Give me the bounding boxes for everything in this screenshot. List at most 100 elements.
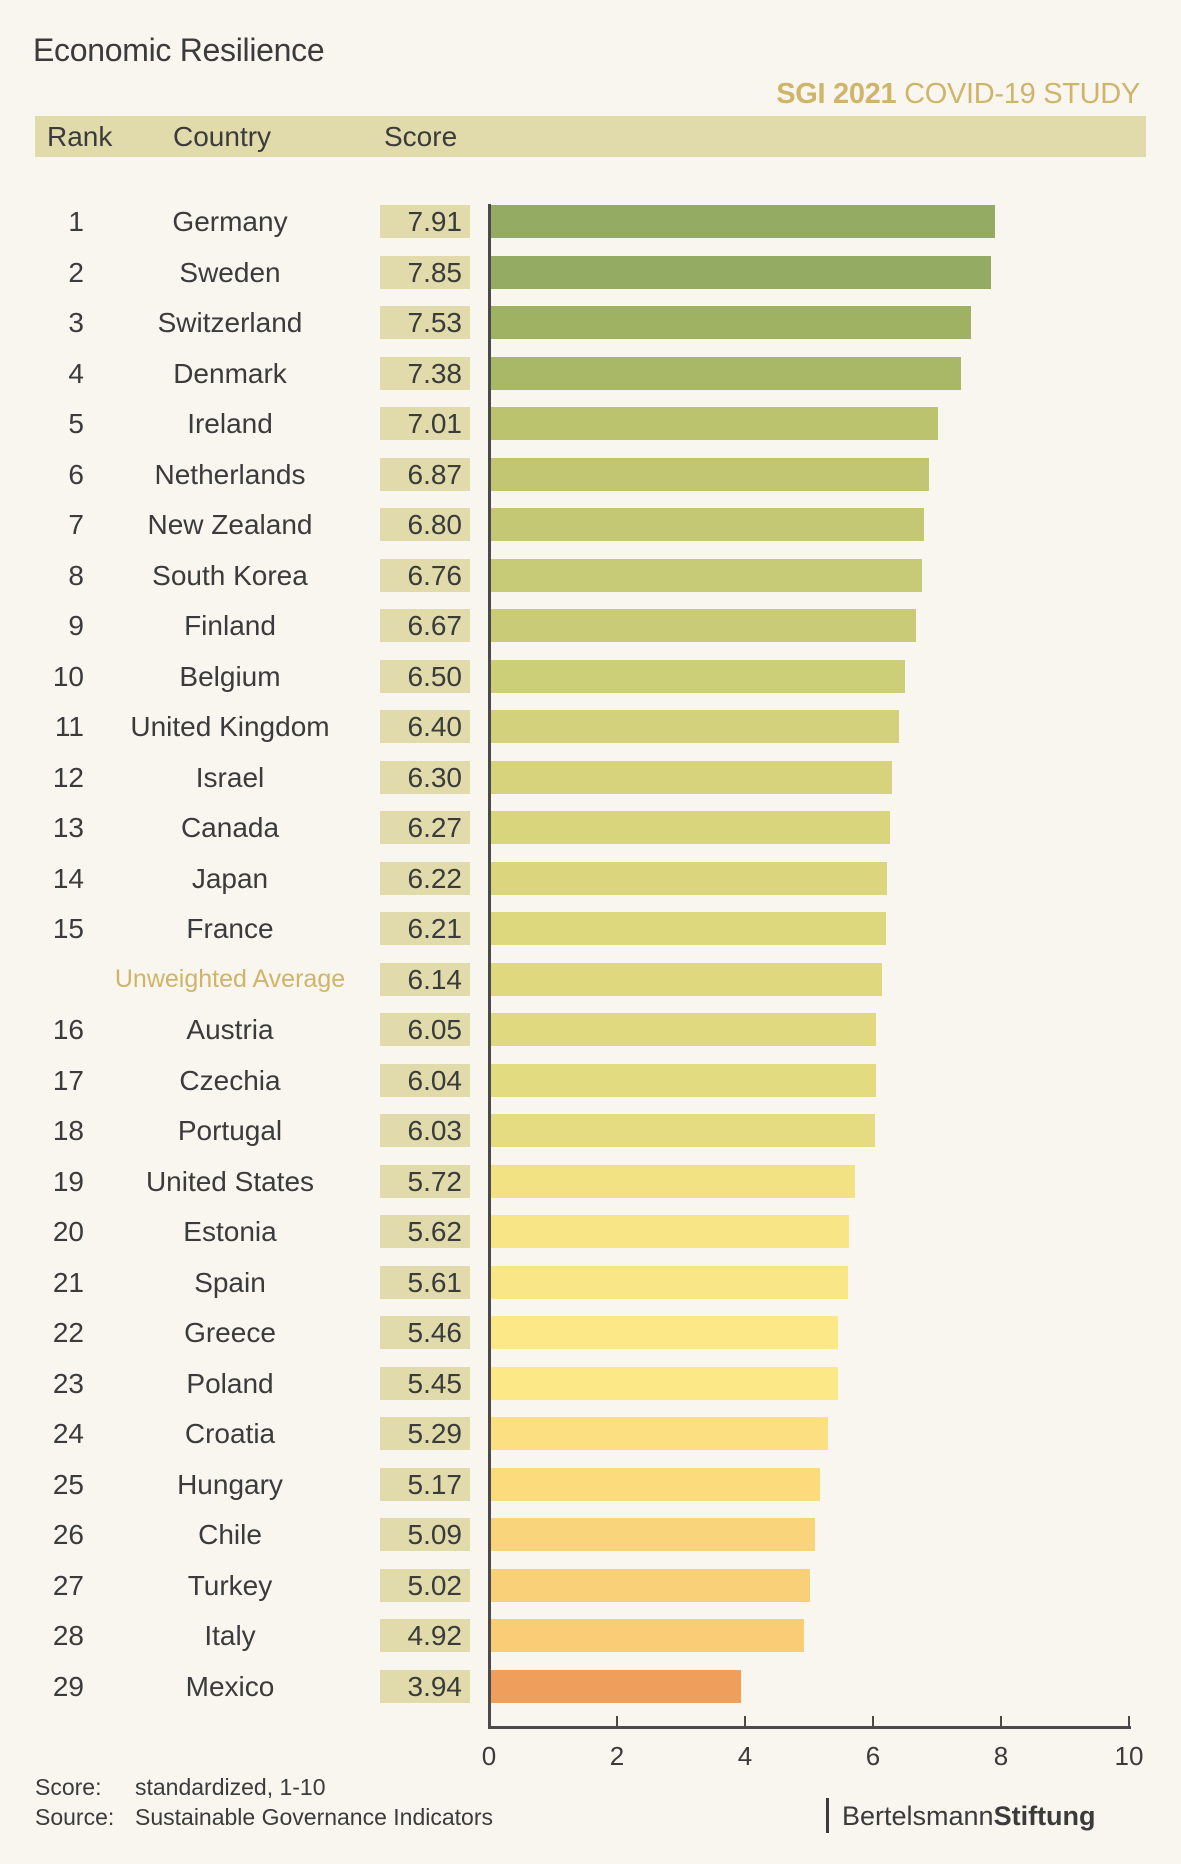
logo-divider [826, 1798, 829, 1833]
score-value: 5.46 [407, 1317, 463, 1348]
country-label: Chile [198, 1519, 262, 1550]
country-label: Spain [194, 1266, 266, 1298]
chart-title: Economic Resilience [33, 32, 325, 68]
country-row: 5 Ireland 7.01 [0, 407, 1181, 440]
bar-france [490, 912, 887, 945]
score-box: 5.62 [380, 1215, 470, 1248]
score-box: 5.17 [380, 1467, 470, 1501]
rank-label: 14 [52, 862, 84, 894]
score-box: 6.50 [380, 659, 470, 693]
score-value: 7.91 [407, 206, 463, 237]
x-tick [1000, 1716, 1002, 1727]
bar-south-korea [490, 558, 922, 592]
x-tick [1128, 1716, 1130, 1727]
country-label: Israel [195, 761, 265, 793]
bar-canada [490, 811, 891, 844]
rank-label: 9 [68, 610, 84, 641]
score-box: 6.87 [380, 457, 470, 491]
score-box: 6.04 [380, 1063, 470, 1097]
country-label: Portugal [177, 1115, 283, 1146]
score-box: 6.22 [380, 861, 470, 895]
country-label: Estonia [183, 1216, 277, 1247]
x-tick-label: 4 [737, 1741, 753, 1771]
score-box: 6.14 [380, 962, 470, 996]
rank-label: 20 [52, 1216, 84, 1247]
rank-label: 29 [52, 1670, 84, 1702]
bar-netherlands [490, 457, 929, 491]
bar-japan [490, 861, 888, 895]
country-row: 24 Croatia 5.29 [0, 1417, 1181, 1450]
score-box: 6.40 [380, 710, 470, 743]
score-value: 3.94 [407, 1670, 463, 1702]
score-box: 5.61 [380, 1265, 470, 1299]
score-box: 5.45 [380, 1366, 470, 1400]
bar-austria [490, 1013, 877, 1046]
score-box: 6.21 [380, 912, 470, 945]
score-value: 5.09 [407, 1519, 463, 1550]
bar-germany [490, 205, 996, 238]
logo-bold: Stiftung [993, 1801, 1096, 1831]
x-tick-label: 10 [1114, 1741, 1144, 1771]
x-tick [872, 1716, 874, 1727]
score-value: 6.87 [407, 458, 463, 490]
y-axis-line [488, 204, 491, 1728]
bar-hungary [490, 1467, 820, 1501]
rank-label: 22 [52, 1317, 84, 1348]
rank-label: 5 [68, 408, 84, 439]
rank-label: 1 [68, 206, 84, 237]
score-value: 4.92 [407, 1620, 463, 1651]
score-value: 5.29 [407, 1418, 463, 1449]
country-label: Austria [186, 1014, 274, 1045]
country-row: 7 New Zealand 6.80 [0, 508, 1181, 541]
score-value: 6.27 [407, 812, 463, 843]
score-value: 5.72 [407, 1165, 463, 1197]
rank-label: 13 [52, 812, 84, 843]
score-value: 7.01 [407, 408, 463, 439]
rank-label: 21 [52, 1266, 84, 1298]
x-tick-label: 6 [865, 1741, 881, 1771]
source-note-label: Source: [35, 1804, 115, 1830]
country-label: Ireland [187, 408, 273, 439]
score-value: 6.21 [407, 913, 463, 944]
country-label: Belgium [179, 660, 281, 692]
score-box: 5.02 [380, 1568, 470, 1602]
score-value: 6.80 [407, 509, 463, 540]
rank-label: 25 [52, 1468, 84, 1500]
country-row: 6 Netherlands 6.87 [0, 457, 1181, 491]
rank-label: 3 [68, 307, 84, 338]
country-row: 12 Israel 6.30 [0, 760, 1181, 794]
rank-label: 16 [52, 1014, 84, 1045]
country-label: United Kingdom [130, 711, 330, 742]
score-box: 7.01 [380, 407, 470, 440]
score-value: 6.04 [407, 1064, 463, 1096]
column-header-band [35, 116, 1146, 157]
score-note-label: Score: [35, 1774, 102, 1800]
bar-new-zealand [490, 508, 925, 541]
rank-label: 6 [68, 458, 84, 490]
score-box: 6.76 [380, 558, 470, 592]
score-value: 6.22 [407, 862, 463, 894]
country-row: 8 South Korea 6.76 [0, 558, 1181, 592]
country-label: Finland [184, 610, 276, 641]
x-axis-line [488, 1726, 1131, 1729]
rank-label: 24 [52, 1418, 84, 1449]
rank-label: 23 [52, 1367, 84, 1399]
x-tick [744, 1716, 746, 1727]
country-label: Hungary [177, 1468, 283, 1500]
average-row: Unweighted Average 6.14 [0, 962, 1181, 996]
average-label: Unweighted Average [114, 964, 346, 993]
country-row: 20 Estonia 5.62 [0, 1215, 1181, 1248]
rank-label: 26 [52, 1519, 84, 1550]
country-row: 4 Denmark 7.38 [0, 356, 1181, 390]
bar-italy [490, 1619, 804, 1652]
score-note-text: standardized, 1-10 [135, 1774, 326, 1800]
score-value: 6.03 [407, 1115, 463, 1146]
study-label-rest: COVID-19 STUDY [904, 78, 1140, 110]
country-label: Croatia [184, 1418, 276, 1449]
rank-label: 7 [68, 509, 84, 540]
country-label: New Zealand [147, 509, 313, 540]
bar-mexico [490, 1669, 742, 1703]
x-tick [616, 1716, 618, 1727]
score-value: 7.38 [407, 357, 463, 389]
column-header-country: Country [173, 121, 272, 152]
